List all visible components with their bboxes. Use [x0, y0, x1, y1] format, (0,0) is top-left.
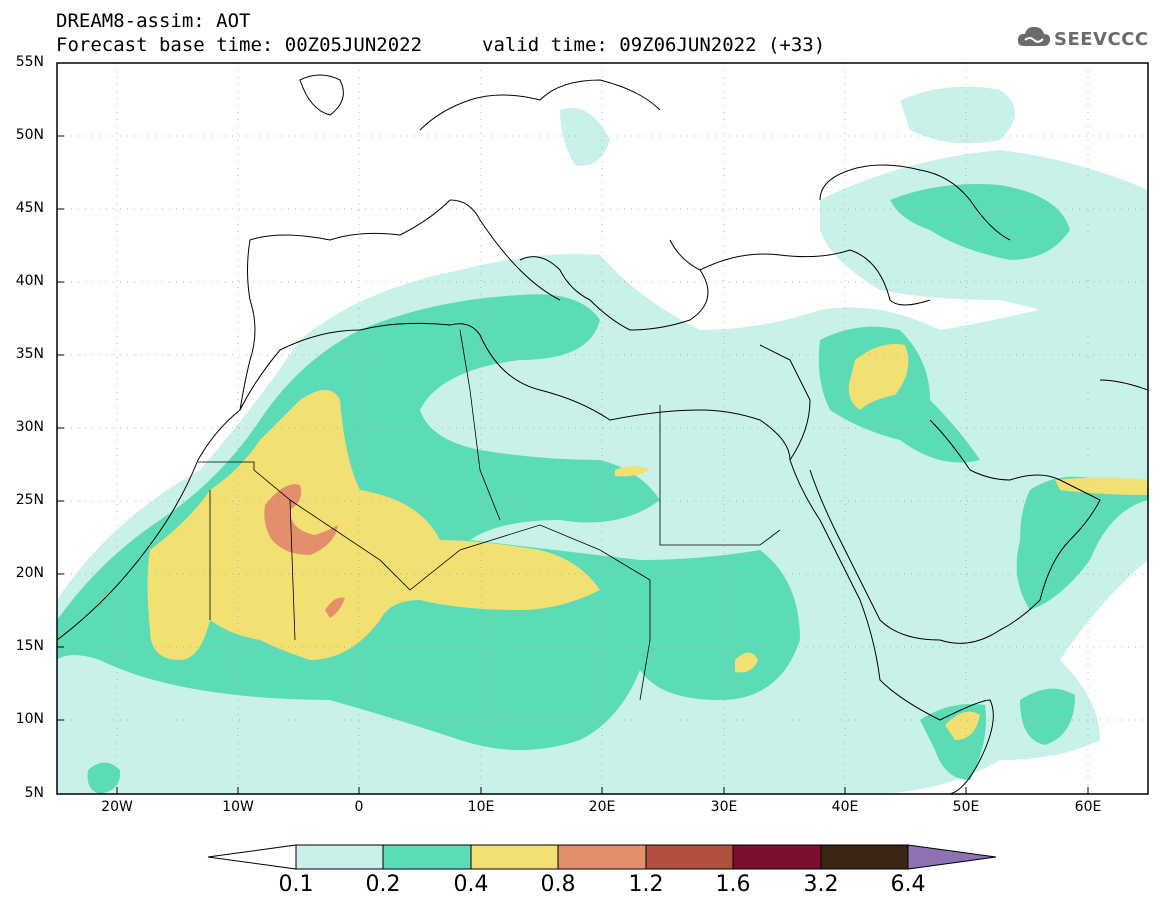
coastlines: [57, 74, 1148, 794]
colorbar-label: 0.8: [540, 872, 576, 897]
colorbar: [207, 844, 997, 870]
colorbar-label: 0.2: [365, 872, 401, 897]
lon-label: 10E: [467, 799, 495, 815]
lat-label: 20N: [15, 565, 44, 581]
lat-label: 50N: [15, 127, 44, 143]
lat-label: 40N: [15, 273, 44, 289]
lon-label: 20E: [588, 799, 616, 815]
lon-label: 20W: [101, 799, 133, 815]
lat-label: 30N: [15, 419, 44, 435]
lat-label: 10N: [15, 711, 44, 727]
lon-label: 60E: [1074, 799, 1102, 815]
colorbar-label: 3.2: [803, 872, 839, 897]
lon-label: 50E: [952, 799, 980, 815]
lat-label: 25N: [15, 492, 44, 508]
colorbar-swatch: [295, 844, 384, 870]
logo-text: SEEVCCC: [1054, 29, 1149, 50]
colorbar-swatch: [645, 844, 734, 870]
forecast-base-time: Forecast base time: 00Z05JUN2022: [56, 34, 423, 56]
colorbar-high-arrow: [907, 844, 997, 870]
aot-level-0.4: [147, 344, 1148, 740]
colorbar-swatch: [557, 844, 647, 870]
lat-label: 35N: [15, 346, 44, 362]
lon-label: 10W: [222, 799, 254, 815]
lat-label: 15N: [15, 638, 44, 654]
country-borders: [198, 329, 781, 701]
lon-label: 0: [354, 799, 364, 815]
map-title: DREAM8-assim: AOT: [56, 10, 251, 32]
aot-level-0.2: [57, 184, 1148, 794]
colorbar-label: 1.2: [628, 872, 664, 897]
axis-ticks: [57, 135, 1089, 794]
lat-label: 5N: [24, 785, 44, 801]
seevccc-logo: SEEVCCC: [1016, 22, 1156, 56]
colorbar-label: 1.6: [715, 872, 751, 897]
colorbar-swatch: [732, 844, 822, 870]
aot-field: [57, 86, 1148, 794]
colorbar-label: 0.4: [453, 872, 489, 897]
valid-time: valid time: 09Z06JUN2022 (+33): [482, 34, 826, 56]
graticule: [57, 63, 1148, 794]
colorbar-label: 0.1: [278, 872, 314, 897]
aot-level-0.8: [264, 484, 345, 618]
colorbar-swatch: [470, 844, 559, 870]
lat-label: 55N: [15, 54, 44, 70]
colorbar-swatch: [820, 844, 909, 870]
colorbar-label: 6.4: [890, 872, 926, 897]
colorbar-low-arrow: [207, 844, 297, 870]
cloud-icon: [1017, 26, 1051, 46]
lat-label: 45N: [15, 200, 44, 216]
lon-label: 40E: [831, 799, 859, 815]
colorbar-swatch: [382, 844, 472, 870]
lon-label: 30E: [710, 799, 738, 815]
